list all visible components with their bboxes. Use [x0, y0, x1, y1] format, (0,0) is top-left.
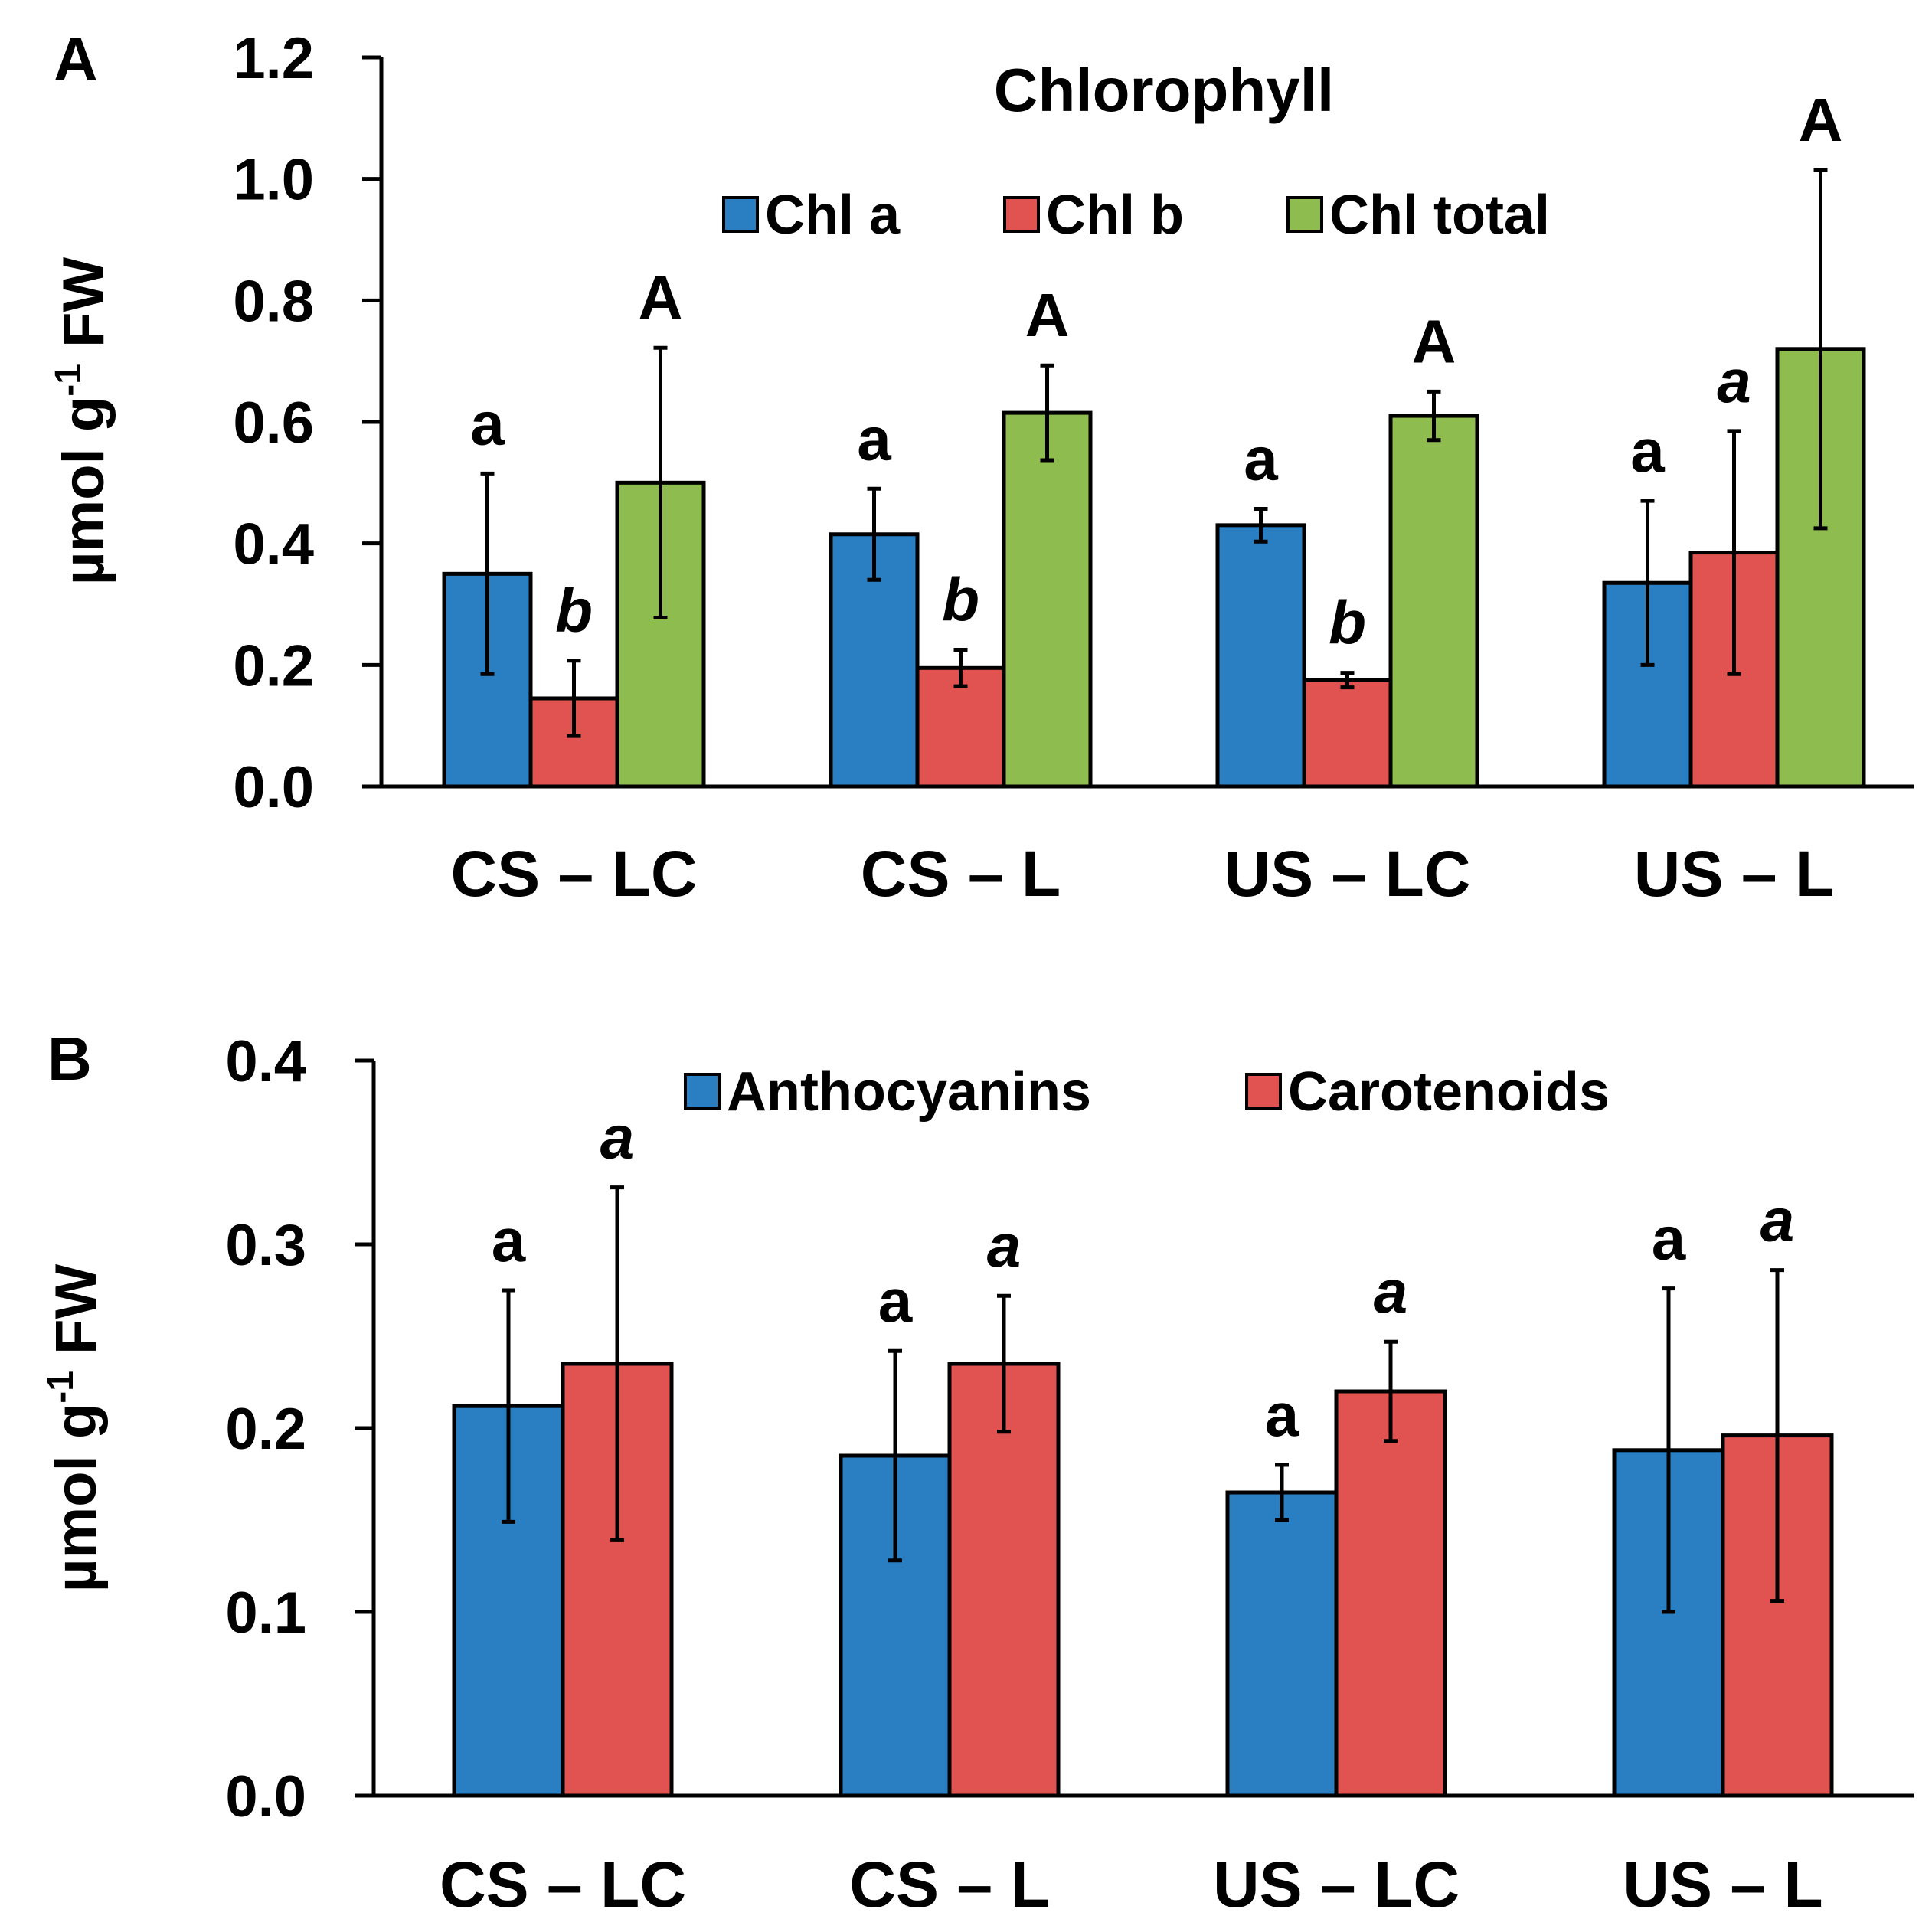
bar	[1388, 414, 1479, 789]
y-tick-label: 0.4	[233, 512, 314, 577]
y-axis-label-superscript: -1	[48, 364, 89, 397]
x-category-label: US – LC	[1224, 838, 1470, 910]
bar	[1225, 1490, 1339, 1798]
y-tick-label: 1.2	[233, 26, 314, 91]
panel-a: A Chlorophyll µmol g-1 FW 0.0 0.2 0.4 0.6 0.8 1.…	[48, 25, 1914, 910]
y-tick-label: 0.0	[225, 1764, 306, 1829]
significance-letter: a	[1374, 1257, 1408, 1326]
chart-title: Chlorophyll	[994, 56, 1334, 124]
legend-label: Chl b	[1046, 185, 1184, 246]
significance-letter: a	[857, 404, 891, 472]
y-axis-label: µmol g-1 FW	[48, 257, 116, 586]
significance-letter: A	[1412, 307, 1456, 375]
legend-label: Anthocyanins	[727, 1061, 1091, 1123]
significance-letter: a	[1265, 1381, 1299, 1449]
legend-label: Chl a	[765, 185, 901, 246]
y-tick-label: 0.8	[233, 269, 314, 334]
panel-letter: B	[47, 1025, 92, 1093]
significance-letter: a	[878, 1267, 913, 1335]
y-tick-label: 0.3	[225, 1213, 306, 1278]
x-category-label: US – L	[1623, 1849, 1822, 1921]
y-tick-label: 0.0	[233, 755, 314, 820]
y-axis-label-superscript: -1	[41, 1371, 81, 1404]
significance-letter: A	[1025, 281, 1070, 349]
y-axis-label-unit: FW	[51, 257, 116, 364]
y-tick-label: 0.2	[225, 1397, 306, 1462]
x-category-label: CS – LC	[450, 838, 697, 910]
y-tick-label: 1.0	[233, 148, 314, 213]
significance-letter: b	[1329, 589, 1366, 657]
x-category-label: US – LC	[1213, 1849, 1460, 1921]
bar	[947, 1362, 1061, 1798]
significance-letter: a	[1760, 1186, 1795, 1254]
bar	[1334, 1389, 1447, 1798]
significance-letter: a	[987, 1211, 1022, 1280]
bar	[1002, 410, 1093, 789]
significance-letter: a	[1630, 417, 1665, 485]
significance-letter: b	[942, 566, 979, 634]
significance-letter: b	[555, 577, 593, 645]
significance-letter: a	[470, 389, 505, 457]
legend-swatch	[1245, 1073, 1282, 1110]
bar	[1302, 678, 1393, 789]
significance-letter: a	[492, 1206, 526, 1274]
y-axis-label-unit: FW	[44, 1264, 109, 1371]
x-category-label: US – L	[1634, 838, 1834, 910]
legend-swatch	[722, 196, 759, 233]
y-tick-label: 0.4	[225, 1029, 306, 1094]
significance-letter: A	[1799, 86, 1843, 154]
legend-label: Carotenoids	[1288, 1061, 1610, 1123]
y-axis-label-main: µmol g	[44, 1404, 109, 1592]
x-category-label: CS – L	[861, 838, 1061, 910]
y-tick-label: 0.1	[225, 1581, 306, 1646]
legend-swatch	[684, 1073, 721, 1110]
y-axis-label: µmol g-1 FW	[41, 1264, 109, 1593]
x-category-label: CS – LC	[440, 1849, 686, 1921]
y-tick-label: 0.6	[233, 391, 314, 456]
y-axis-label-main: µmol g	[51, 397, 116, 585]
legend-label: Chl total	[1329, 185, 1550, 246]
legend-swatch	[1003, 196, 1040, 233]
legend-swatch	[1286, 196, 1323, 233]
significance-letter: a	[1244, 424, 1278, 492]
significance-letter: a	[600, 1103, 635, 1172]
significance-letter: a	[1652, 1205, 1686, 1273]
y-tick-label: 0.2	[233, 633, 314, 698]
significance-letter: A	[639, 263, 683, 332]
significance-letter: a	[1717, 347, 1751, 415]
x-category-label: CS – L	[849, 1849, 1049, 1921]
panel-letter: A	[54, 25, 98, 93]
bar	[1215, 523, 1306, 789]
